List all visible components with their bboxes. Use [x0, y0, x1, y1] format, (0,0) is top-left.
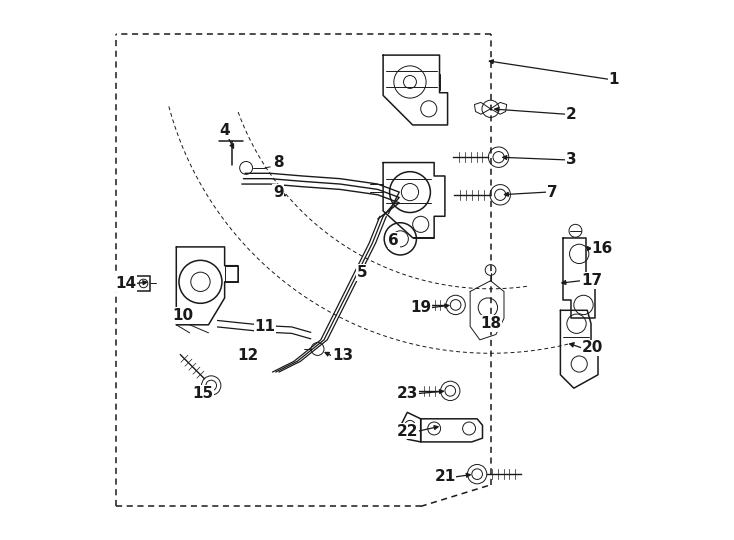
Text: 2: 2	[566, 107, 576, 122]
Text: 12: 12	[237, 348, 258, 363]
Text: 10: 10	[172, 308, 194, 323]
Text: 4: 4	[219, 123, 230, 138]
Text: 17: 17	[581, 273, 602, 288]
Text: 11: 11	[255, 319, 275, 334]
Text: 21: 21	[435, 469, 456, 484]
Text: 20: 20	[582, 340, 603, 355]
Text: 5: 5	[356, 265, 367, 280]
Text: 15: 15	[192, 386, 214, 401]
Text: 22: 22	[396, 424, 418, 438]
Text: 7: 7	[547, 185, 558, 200]
Text: 3: 3	[566, 152, 576, 167]
Text: 19: 19	[410, 300, 432, 315]
Text: 1: 1	[608, 72, 619, 87]
Text: 23: 23	[396, 386, 418, 401]
Text: 14: 14	[115, 276, 136, 291]
Text: 18: 18	[480, 316, 501, 331]
Text: 13: 13	[332, 348, 353, 363]
Bar	[134, 276, 150, 291]
Text: 9: 9	[273, 185, 283, 200]
Text: 6: 6	[388, 233, 399, 248]
Text: 16: 16	[592, 241, 613, 256]
Bar	[225, 266, 238, 282]
Text: 8: 8	[273, 155, 283, 170]
